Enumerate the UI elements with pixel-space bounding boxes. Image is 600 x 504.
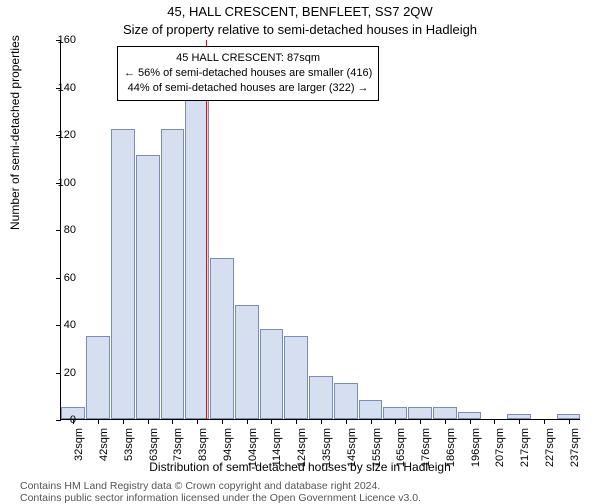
y-tick-label: 120: [58, 129, 76, 141]
y-tick-mark: [56, 230, 61, 231]
x-tick-mark: [346, 419, 347, 424]
y-axis-label: Number of semi-detached properties: [8, 35, 22, 230]
y-tick-label: 0: [70, 414, 76, 426]
y-tick-label: 60: [64, 272, 76, 284]
info-box: 45 HALL CRESCENT: 87sqm← 56% of semi-det…: [117, 46, 379, 101]
x-tick-mark: [148, 419, 149, 424]
x-tick-mark: [98, 419, 99, 424]
x-tick-mark: [321, 419, 322, 424]
x-tick-mark: [371, 419, 372, 424]
histogram-bar: [334, 383, 358, 419]
histogram-bar: [210, 258, 234, 420]
x-axis-label: Distribution of semi-detached houses by …: [0, 460, 600, 474]
y-tick-mark: [56, 420, 61, 421]
histogram-bar: [284, 336, 308, 419]
y-tick-label: 20: [64, 367, 76, 379]
y-tick-label: 40: [64, 319, 76, 331]
histogram-bar: [260, 329, 284, 419]
y-tick-label: 160: [58, 34, 76, 46]
y-tick-label: 80: [64, 224, 76, 236]
plot-area: 32sqm42sqm53sqm63sqm73sqm83sqm94sqm104sq…: [60, 40, 580, 420]
x-tick-mark: [247, 419, 248, 424]
y-tick-label: 100: [58, 177, 76, 189]
x-tick-mark: [494, 419, 495, 424]
histogram-bar: [359, 400, 383, 419]
y-tick-mark: [56, 373, 61, 374]
histogram-bar: [235, 305, 259, 419]
x-tick-mark: [197, 419, 198, 424]
x-tick-mark: [395, 419, 396, 424]
y-tick-mark: [56, 325, 61, 326]
x-tick-mark: [420, 419, 421, 424]
x-tick-mark: [172, 419, 173, 424]
x-tick-mark: [123, 419, 124, 424]
x-tick-mark: [519, 419, 520, 424]
x-tick-mark: [222, 419, 223, 424]
page-title-line2: Size of property relative to semi-detach…: [0, 22, 600, 37]
histogram-bar: [458, 412, 482, 419]
x-tick-mark: [569, 419, 570, 424]
x-tick-mark: [296, 419, 297, 424]
x-tick-mark: [445, 419, 446, 424]
y-tick-mark: [56, 278, 61, 279]
histogram-bar: [408, 407, 432, 419]
histogram-bar: [161, 129, 185, 419]
x-tick-mark: [271, 419, 272, 424]
x-tick-mark: [544, 419, 545, 424]
histogram-bar: [433, 407, 457, 419]
page-title-line1: 45, HALL CRESCENT, BENFLEET, SS7 2QW: [0, 4, 600, 19]
histogram-bar: [136, 155, 160, 419]
footer-attribution: Contains HM Land Registry data © Crown c…: [20, 480, 421, 504]
x-tick-mark: [470, 419, 471, 424]
histogram-bar: [383, 407, 407, 419]
y-tick-label: 140: [58, 82, 76, 94]
histogram-bar: [309, 376, 333, 419]
histogram-bar: [111, 129, 135, 419]
histogram-bar: [86, 336, 110, 419]
